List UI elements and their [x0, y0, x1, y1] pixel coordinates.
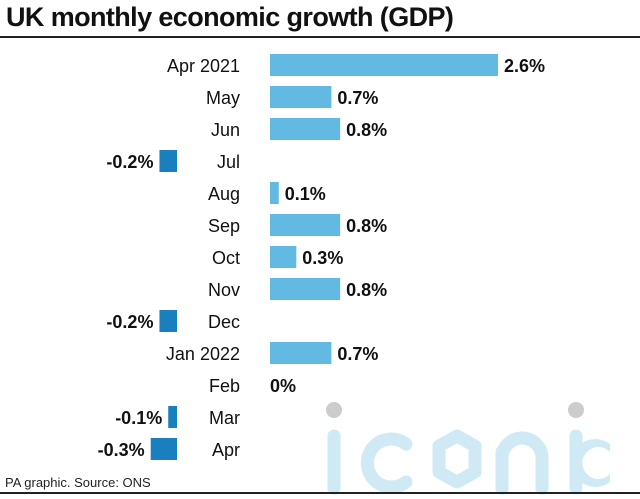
value-label: 0.8% [346, 280, 387, 300]
value-label: -0.1% [115, 408, 162, 428]
value-label: -0.2% [106, 152, 153, 172]
value-label: -0.3% [98, 440, 145, 460]
value-label: 0.3% [302, 248, 343, 268]
category-label: Sep [208, 216, 240, 236]
bar-positive [270, 118, 341, 140]
category-label: Nov [208, 280, 240, 300]
value-label: -0.2% [106, 312, 153, 332]
bar-positive [270, 54, 499, 76]
bar-negative [159, 310, 177, 332]
category-label: Mar [209, 408, 240, 428]
bar-positive [270, 246, 297, 268]
footer-divider [0, 492, 640, 494]
bar-positive [270, 182, 279, 204]
category-label: Jul [217, 152, 240, 172]
value-label: 0.7% [337, 344, 378, 364]
category-label: Aug [208, 184, 240, 204]
value-label: 0.8% [346, 120, 387, 140]
value-label: 0.8% [346, 216, 387, 236]
category-label: May [206, 88, 240, 108]
bar-positive [270, 86, 332, 108]
value-label: 0.7% [337, 88, 378, 108]
bar-negative [168, 406, 177, 428]
source-note: PA graphic. Source: ONS [5, 475, 151, 490]
category-label: Feb [209, 376, 240, 396]
bar-positive [270, 214, 341, 236]
category-label: Apr [212, 440, 240, 460]
category-label: Dec [208, 312, 240, 332]
iconic-watermark-logo: iconic [326, 402, 610, 495]
bar-positive [270, 342, 332, 364]
category-label: Oct [212, 248, 240, 268]
bar-positive [270, 278, 341, 300]
bar-negative [159, 150, 177, 172]
category-label: Apr 2021 [167, 56, 240, 76]
bar-chart: Apr 2021 2.6% May 0.7% Jun 0.8% Jul -0.2% Aug 0.1… [98, 54, 545, 460]
category-label: Jan 2022 [166, 344, 240, 364]
value-label: 0.1% [285, 184, 326, 204]
chart-title: UK monthly economic growth (GDP) [6, 2, 454, 32]
bar-negative [150, 438, 177, 460]
category-label: Jun [211, 120, 240, 140]
value-label: 0% [270, 376, 296, 396]
value-label: 2.6% [504, 56, 545, 76]
title-divider [0, 36, 640, 38]
